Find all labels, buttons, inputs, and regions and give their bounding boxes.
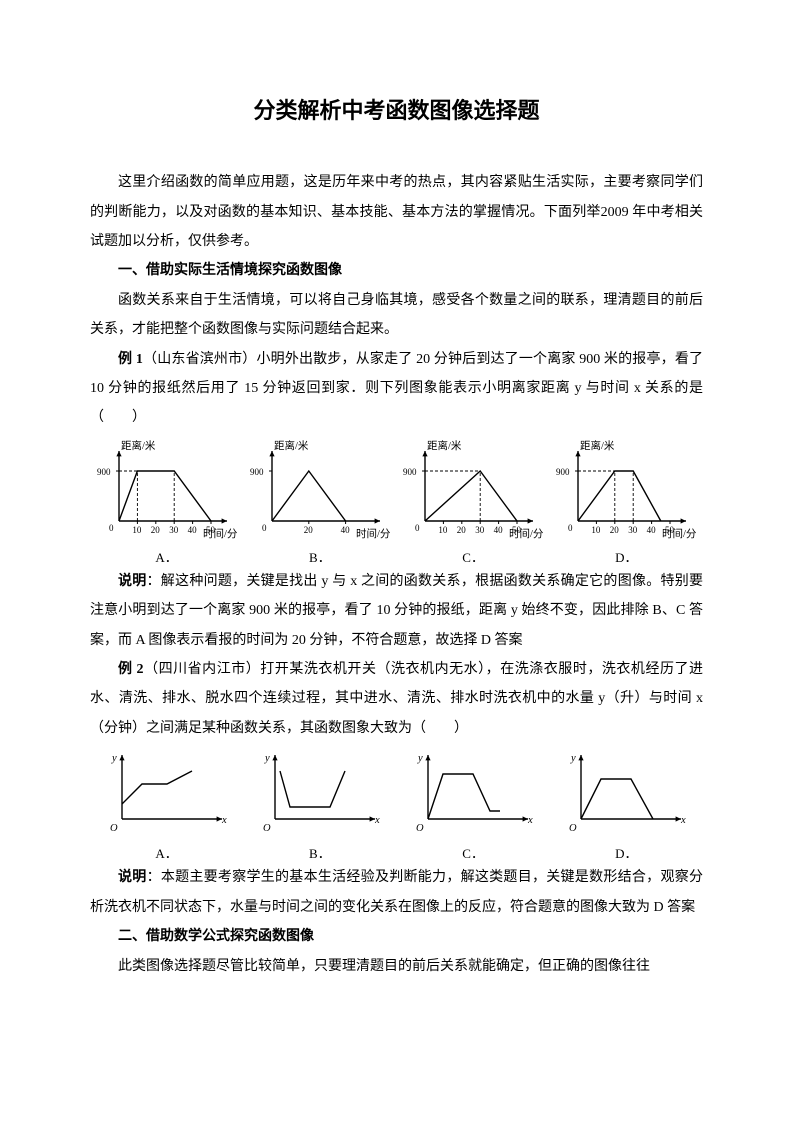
- chart-option-a: 距离/米时间/分09001020304050A．: [90, 437, 243, 567]
- chart-option-d: y x O D．: [550, 747, 703, 863]
- page-title: 分类解析中考函数图像选择题: [90, 88, 703, 134]
- svg-text:30: 30: [169, 525, 179, 535]
- line-chart-icon: 距离/米时间/分09001020304050: [397, 437, 549, 547]
- chart-option-b: y x O B．: [243, 747, 396, 863]
- svg-text:50: 50: [665, 525, 675, 535]
- svg-text:y: y: [570, 753, 576, 764]
- svg-text:0: 0: [262, 523, 267, 533]
- svg-text:距离/米: 距离/米: [121, 439, 156, 452]
- svg-text:20: 20: [150, 525, 160, 535]
- svg-text:30: 30: [475, 525, 485, 535]
- svg-text:O: O: [263, 823, 271, 834]
- line-chart-icon: 距离/米时间/分09001020304050: [550, 437, 702, 547]
- example-2-explanation: 说明：本题主要考察学生的基本生活经验及判断能力，解这类题目，关键是数形结合，观察…: [90, 863, 703, 922]
- example-1-label: 例 1: [118, 352, 143, 367]
- chart-row-2: y x O A． y x O B． y x O C． y x O D．: [90, 747, 703, 863]
- svg-text:y: y: [111, 753, 117, 764]
- svg-text:距离/米: 距离/米: [580, 439, 615, 452]
- chart-option-a: y x O A．: [90, 747, 243, 863]
- chart-option-b: 距离/米时间/分 0 900 20 40 B．: [243, 437, 396, 567]
- svg-text:30: 30: [629, 525, 639, 535]
- option-label: A．: [90, 549, 243, 567]
- svg-text:y: y: [417, 753, 423, 764]
- svg-text:距离/米: 距离/米: [427, 439, 462, 452]
- svg-text:x: x: [680, 815, 686, 826]
- chart-row-1: 距离/米时间/分 0 900 10 20 30 40 50 A．距离/米时间/分 0 900 20 40…: [90, 437, 703, 567]
- svg-text:20: 20: [304, 525, 314, 535]
- example-2: 例 2（四川省内江市）打开某洗衣机开关（洗衣机内无水），在洗涤衣服时，洗衣机经历…: [90, 655, 703, 743]
- option-label: B．: [243, 845, 396, 863]
- line-chart-icon: y x O: [245, 747, 395, 843]
- chart-option-c: y x O C．: [397, 747, 550, 863]
- svg-text:900: 900: [403, 467, 417, 477]
- example-1-explanation: 说明：解这种问题，关键是找出 y 与 x 之间的函数关系，根据函数关系确定它的图…: [90, 567, 703, 655]
- svg-text:O: O: [110, 823, 118, 834]
- section-2-heading: 二、借助数学公式探究函数图像: [90, 922, 703, 951]
- svg-text:0: 0: [415, 523, 420, 533]
- svg-text:O: O: [569, 823, 577, 834]
- chart-option-c: 距离/米时间/分09001020304050C．: [397, 437, 550, 567]
- option-label: C．: [397, 845, 550, 863]
- svg-text:0: 0: [109, 523, 114, 533]
- explain-label-2: 说明: [118, 870, 147, 885]
- line-chart-icon: 距离/米时间/分 0 900 20 40: [244, 437, 396, 547]
- line-chart-icon: y x O: [92, 747, 242, 843]
- section-1-lead: 函数关系来自于生活情境，可以将自己身临其境，感受各个数量之间的联系，理清题目的前…: [90, 286, 703, 345]
- section-1-heading: 一、借助实际生活情境探究函数图像: [90, 256, 703, 285]
- svg-text:y: y: [264, 753, 270, 764]
- explain-label-1: 说明: [118, 574, 147, 589]
- svg-text:40: 40: [340, 525, 350, 535]
- svg-text:50: 50: [512, 525, 522, 535]
- svg-text:50: 50: [206, 525, 216, 535]
- option-label: B．: [243, 549, 396, 567]
- line-chart-icon: y x O: [398, 747, 548, 843]
- explain-body-1: ：解这种问题，关键是找出 y 与 x 之间的函数关系，根据函数关系确定它的图像。…: [90, 574, 703, 648]
- svg-text:40: 40: [647, 525, 657, 535]
- option-label: A．: [90, 845, 243, 863]
- svg-text:900: 900: [250, 467, 264, 477]
- svg-text:时间/分: 时间/分: [356, 527, 391, 540]
- svg-text:x: x: [527, 815, 533, 826]
- section-2-lead: 此类图像选择题尽管比较简单，只要理清题目的前后关系就能确定，但正确的图像往往: [90, 952, 703, 981]
- example-2-body: （四川省内江市）打开某洗衣机开关（洗衣机内无水），在洗涤衣服时，洗衣机经历了进水…: [90, 662, 703, 736]
- svg-text:10: 10: [439, 525, 449, 535]
- svg-text:40: 40: [494, 525, 504, 535]
- svg-text:x: x: [374, 815, 380, 826]
- svg-text:40: 40: [187, 525, 197, 535]
- svg-text:10: 10: [592, 525, 602, 535]
- option-label: D．: [550, 549, 703, 567]
- option-label: D．: [550, 845, 703, 863]
- svg-text:O: O: [416, 823, 424, 834]
- line-chart-icon: 距离/米时间/分09001020304050: [91, 437, 243, 547]
- example-1-body: （山东省滨州市）小明外出散步，从家走了 20 分钟后到达了一个离家 900 米的…: [90, 352, 703, 426]
- explain-body-2: ：本题主要考察学生的基本生活经验及判断能力，解这类题目，关键是数形结合，观察分析…: [90, 870, 703, 914]
- svg-text:20: 20: [610, 525, 620, 535]
- svg-text:0: 0: [568, 523, 573, 533]
- chart-option-d: 距离/米时间/分09001020304050D．: [550, 437, 703, 567]
- svg-text:20: 20: [457, 525, 467, 535]
- example-1: 例 1（山东省滨州市）小明外出散步，从家走了 20 分钟后到达了一个离家 900…: [90, 345, 703, 433]
- intro-paragraph: 这里介绍函数的简单应用题，这是历年来中考的热点，其内容紧贴生活实际，主要考察同学…: [90, 168, 703, 256]
- svg-text:900: 900: [97, 467, 111, 477]
- line-chart-icon: y x O: [551, 747, 701, 843]
- example-2-label: 例 2: [118, 662, 144, 677]
- svg-text:10: 10: [132, 525, 142, 535]
- svg-text:距离/米: 距离/米: [274, 439, 309, 452]
- svg-text:900: 900: [556, 467, 570, 477]
- svg-text:x: x: [221, 815, 227, 826]
- option-label: C．: [397, 549, 550, 567]
